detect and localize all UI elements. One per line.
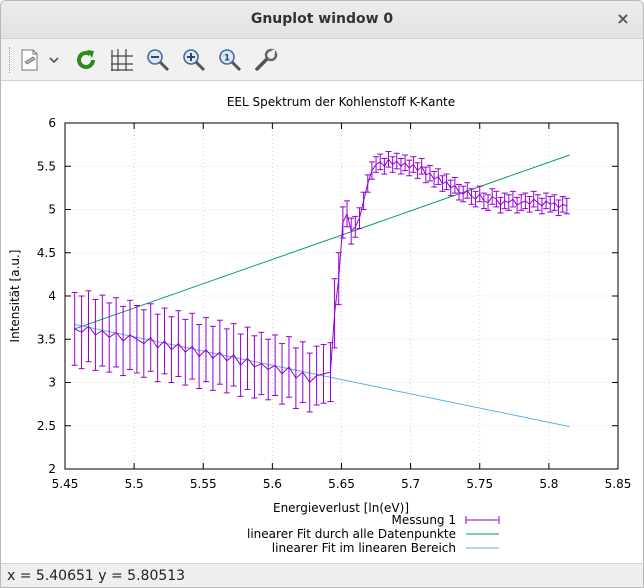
y-tick-label: 3.5	[37, 332, 56, 346]
x-axis-label: Energieverlust [ln(eV)]	[273, 501, 409, 515]
fit-all-line	[74, 154, 570, 330]
wrench-icon	[255, 48, 278, 71]
measurement-series	[71, 151, 570, 413]
toolbar: 1	[1, 39, 643, 81]
replot-icon	[77, 50, 95, 69]
y-tick-label: 3	[48, 376, 56, 390]
zoom-fit-button[interactable]: 1	[215, 45, 245, 75]
window-title: Gnuplot window 0	[250, 11, 394, 27]
x-tick-label: 5.6	[263, 477, 282, 491]
replot-button[interactable]	[71, 45, 101, 75]
chart-title: EEL Spektrum der Kohlenstoff K-Kante	[227, 95, 455, 109]
legend-label-fit-all: linearer Fit durch alle Datenpunkte	[247, 527, 456, 541]
y-tick-label: 2	[48, 462, 56, 476]
grid-button[interactable]	[107, 45, 137, 75]
y-axis-label: Intensität [a.u.]	[8, 250, 22, 343]
x-tick-label: 5.45	[52, 477, 79, 491]
grid-layer	[65, 123, 618, 469]
legend-swatch-measurement	[465, 516, 500, 524]
y-tick-label: 5.5	[37, 159, 56, 173]
zoom-in-icon	[183, 49, 206, 72]
legend-label-measurement: Messung 1	[391, 513, 456, 527]
x-tick-label: 5.5	[125, 477, 144, 491]
data-point	[563, 197, 570, 215]
zoom-out-icon	[147, 49, 170, 72]
export-dropdown-button[interactable]	[45, 45, 63, 75]
x-tick-label: 5.85	[605, 477, 632, 491]
svg-text:1: 1	[224, 54, 230, 64]
x-tick-label: 5.55	[190, 477, 217, 491]
status-bar: x = 5.40651 y = 5.80513	[1, 563, 643, 587]
export-icon	[21, 49, 38, 71]
legend: Messung 1 linearer Fit durch alle Datenp…	[247, 513, 500, 555]
y-tick-label: 5	[48, 203, 56, 217]
zoom-fit-icon: 1	[219, 49, 242, 72]
chevron-down-icon	[49, 57, 59, 64]
x-tick-label: 5.75	[466, 477, 493, 491]
zoom-in-button[interactable]	[179, 45, 209, 75]
grid-icon	[111, 49, 133, 71]
x-tick-label: 5.8	[539, 477, 558, 491]
close-button[interactable]: ×	[616, 9, 630, 28]
zoom-out-button[interactable]	[143, 45, 173, 75]
x-tick-label: 5.65	[328, 477, 355, 491]
toolbar-grip	[9, 47, 11, 73]
y-tick-label: 2.5	[37, 419, 56, 433]
fit-linear-line	[74, 324, 570, 428]
title-bar: Gnuplot window 0 ×	[1, 1, 643, 39]
plot-area[interactable]: EEL Spektrum der Kohlenstoff K-Kante 5.4…	[1, 81, 644, 563]
data-point	[71, 292, 78, 366]
fit-lines	[74, 154, 570, 428]
x-tick-label: 5.7	[401, 477, 420, 491]
cursor-coordinates: x = 5.40651 y = 5.80513	[7, 568, 186, 584]
eel-chart[interactable]: EEL Spektrum der Kohlenstoff K-Kante 5.4…	[1, 81, 644, 563]
y-tick-label: 6	[48, 116, 56, 130]
measurement-line	[74, 158, 567, 384]
axis-ticks: 5.45 5.5 5.55 5.6 5.65 5.7 5.75 5.8 5.8522.533.5…	[37, 116, 631, 491]
export-button[interactable]	[15, 45, 45, 75]
legend-label-fit-linear: linearer Fit im linearen Bereich	[272, 541, 456, 555]
y-tick-label: 4.5	[37, 246, 56, 260]
y-tick-label: 4	[48, 289, 56, 303]
settings-button[interactable]	[251, 45, 281, 75]
